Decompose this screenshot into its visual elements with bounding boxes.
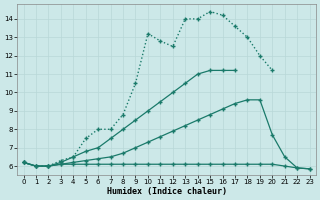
- X-axis label: Humidex (Indice chaleur): Humidex (Indice chaleur): [107, 187, 227, 196]
